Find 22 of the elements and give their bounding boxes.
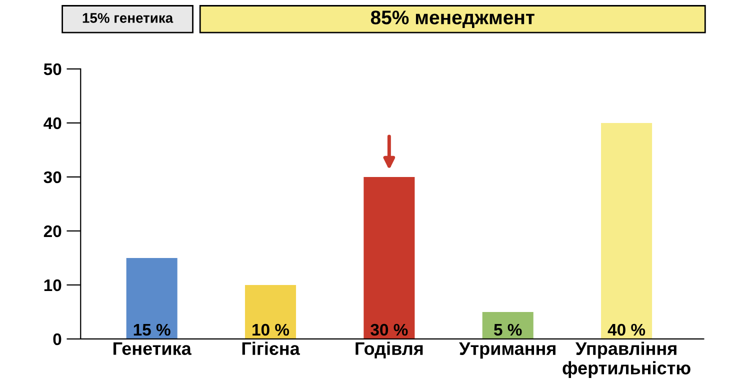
y-tick-label: 20 xyxy=(44,225,62,238)
bar xyxy=(244,284,296,339)
y-tick-label: 50 xyxy=(44,63,62,76)
x-tick-label: Утримання xyxy=(459,342,556,359)
data-label: 30 % xyxy=(370,324,408,336)
y-tick-label: 30 xyxy=(44,171,62,184)
x-tick-label: Годівля xyxy=(356,342,423,358)
data-label: 40 % xyxy=(608,324,646,336)
bar xyxy=(126,258,178,339)
data-label: 5 % xyxy=(494,324,522,336)
x-tick-label: Генетика xyxy=(114,342,192,355)
x-tick-label: Гігієна xyxy=(242,342,300,355)
y-tick-label: 40 xyxy=(44,117,62,130)
data-label: 10 % xyxy=(252,324,290,336)
x-tick-label: Управління фертильністю xyxy=(562,342,690,378)
y-tick-label: 0 xyxy=(53,333,62,346)
bar xyxy=(601,122,652,339)
text: 85% менеджмент xyxy=(370,10,534,28)
data-label: 15 % xyxy=(134,324,170,336)
text: 15% генетика xyxy=(82,13,174,23)
bar xyxy=(364,176,415,339)
y-tick-label: 10 xyxy=(44,279,62,292)
